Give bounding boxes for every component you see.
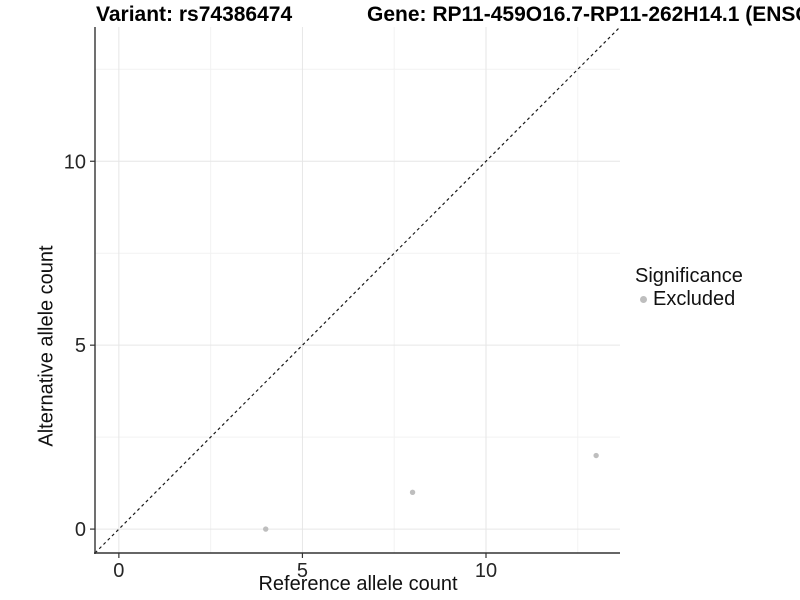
x-tick-label: 5 — [297, 560, 308, 582]
data-point — [593, 452, 599, 459]
identity-dashed-line — [94, 26, 621, 554]
data-point — [263, 526, 269, 532]
legend-item-excluded: Excluded — [640, 288, 743, 310]
variant-title: Variant: rs74386474 — [96, 3, 293, 26]
data-point — [409, 489, 416, 496]
y-tick-label: 10 — [64, 151, 86, 173]
gene-title: Gene: RP11-459O16.7-RP11-262H14.1 (ENSG0 — [367, 3, 800, 26]
y-tick-label: 0 — [75, 519, 86, 541]
x-tick-label: 10 — [475, 560, 497, 582]
legend-title: Significance — [635, 265, 743, 287]
y-axis-title: Alternative allele count — [35, 245, 58, 447]
legend: Significance Excluded — [635, 265, 743, 310]
legend-item-label: Excluded — [653, 288, 736, 310]
y-tick-label: 5 — [75, 335, 86, 357]
x-tick-label: 0 — [113, 560, 124, 582]
legend-point-icon — [640, 295, 647, 303]
x-axis-title: Reference allele count — [258, 573, 458, 595]
